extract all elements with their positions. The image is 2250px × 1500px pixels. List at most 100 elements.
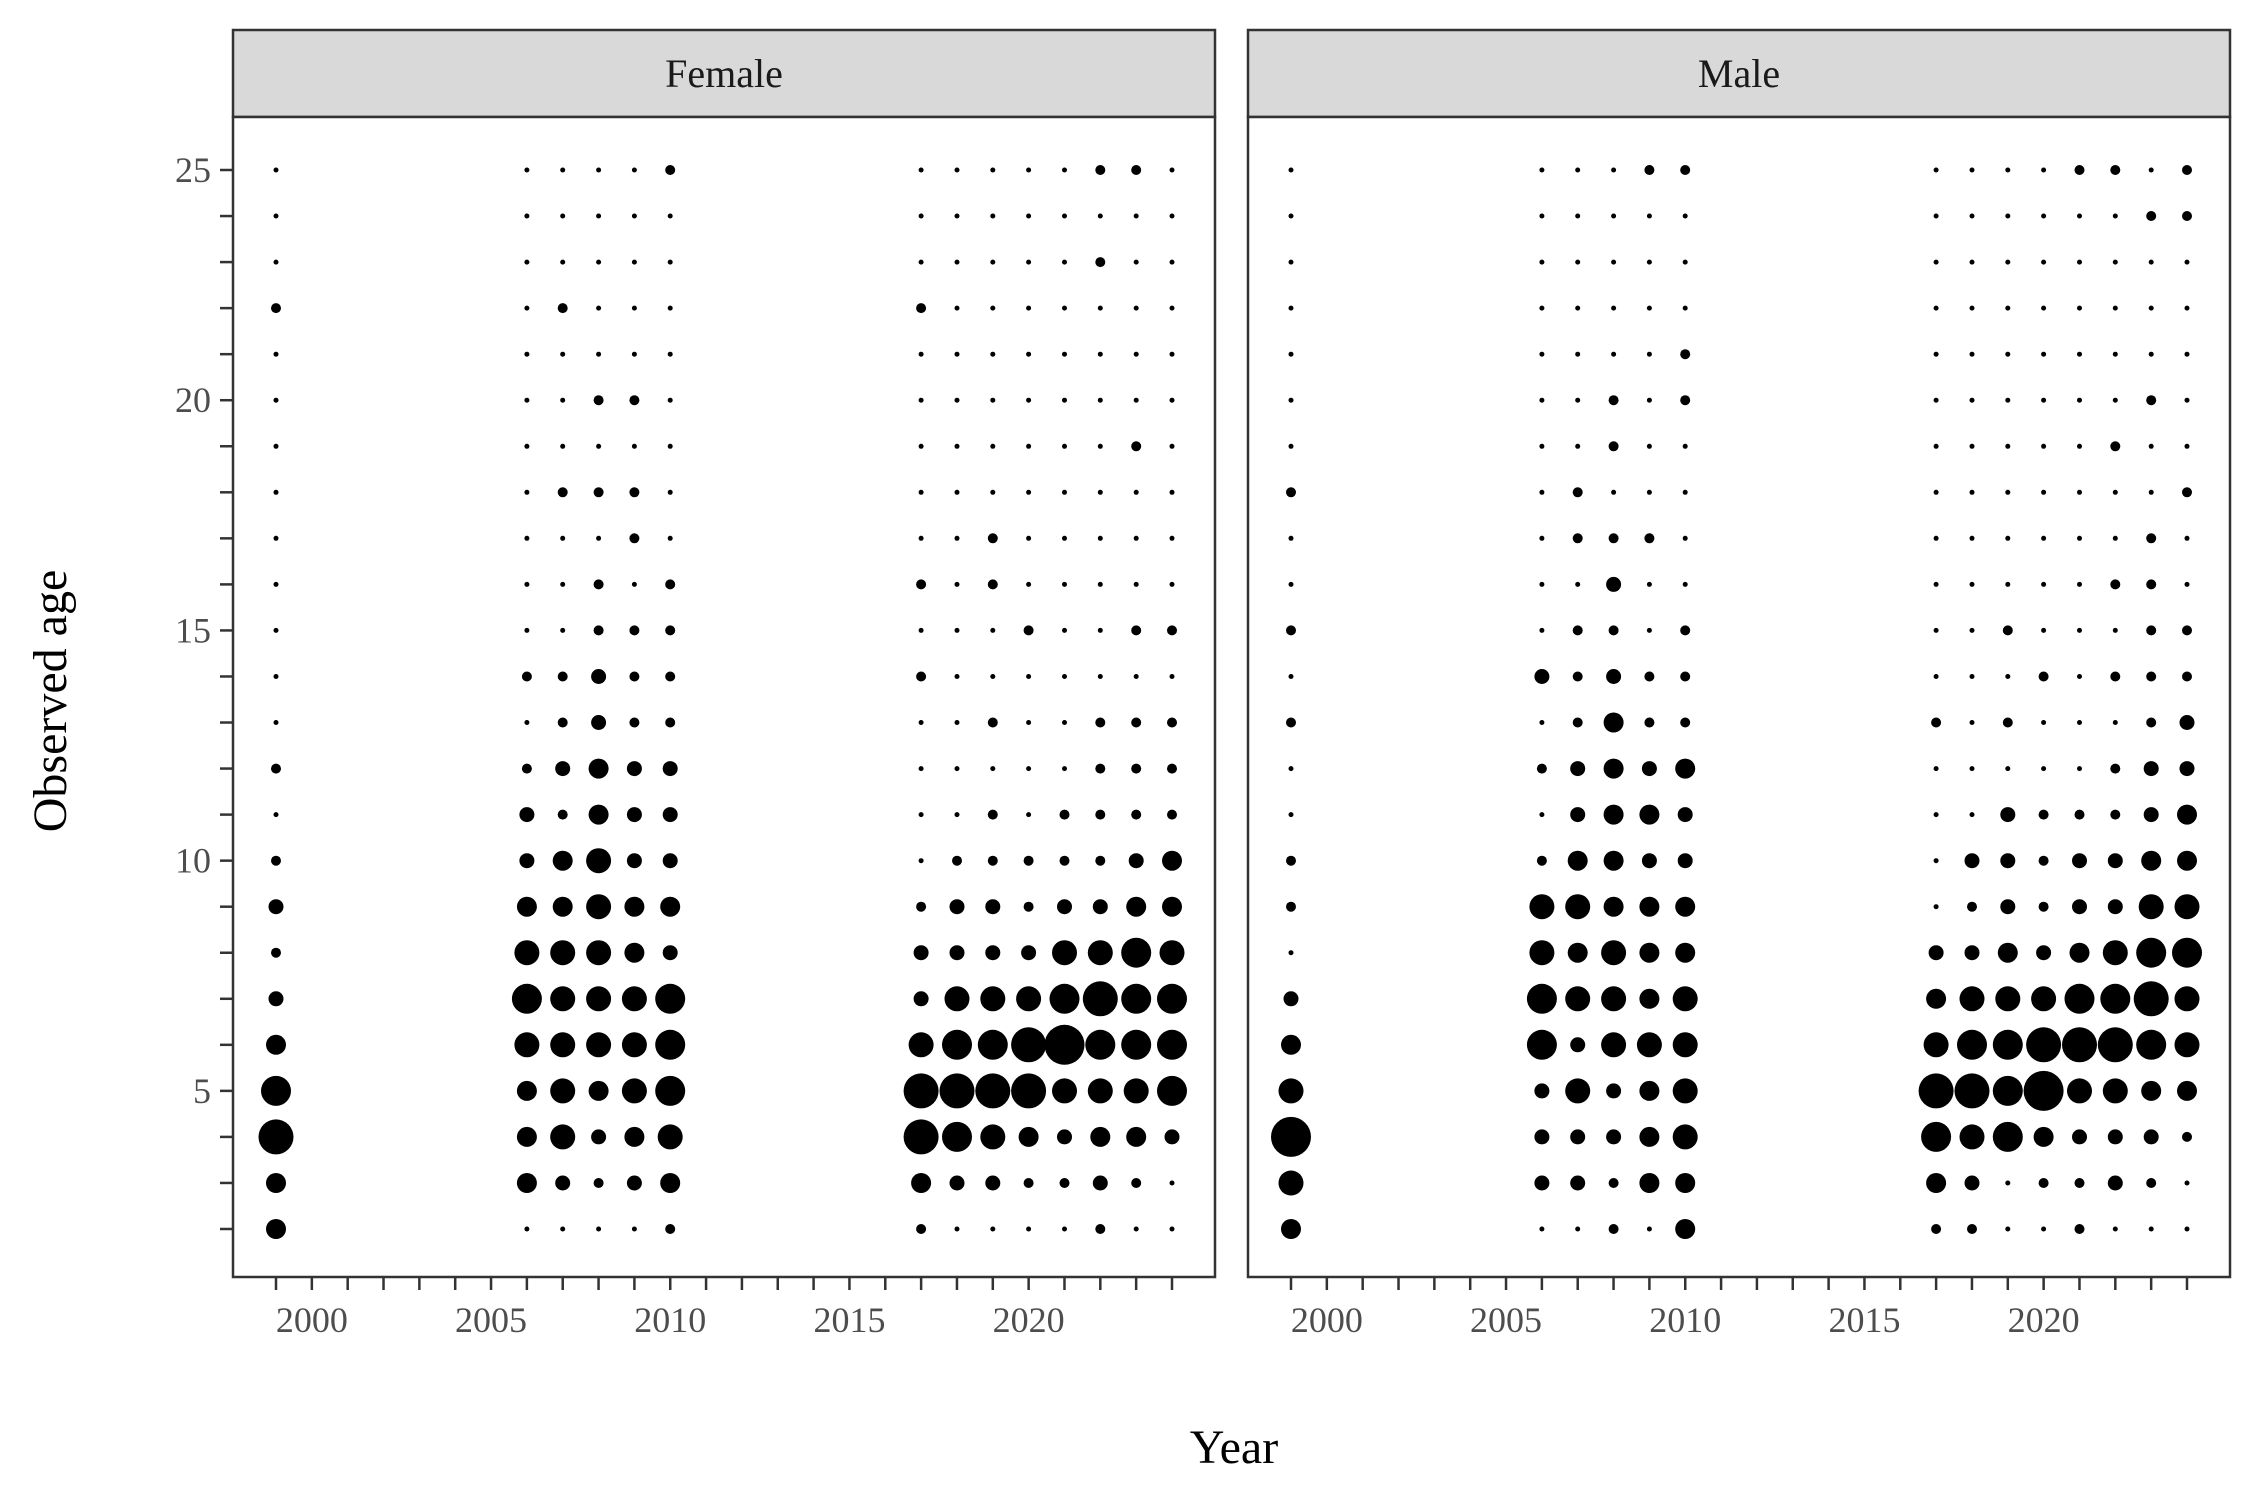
data-point bbox=[1131, 1178, 1142, 1188]
data-point bbox=[2136, 937, 2167, 968]
data-point bbox=[1672, 1124, 1698, 1150]
data-point bbox=[1611, 213, 1617, 219]
data-point bbox=[593, 1178, 604, 1188]
data-point bbox=[952, 855, 962, 866]
data-point bbox=[1057, 1129, 1072, 1145]
data-point bbox=[1026, 535, 1032, 541]
data-point bbox=[1539, 627, 1545, 633]
data-point bbox=[273, 720, 279, 725]
data-point bbox=[1023, 901, 1034, 912]
data-point bbox=[2069, 942, 2090, 963]
data-point bbox=[1131, 717, 1142, 728]
data-point bbox=[1288, 766, 1294, 772]
data-point bbox=[1933, 259, 1939, 265]
data-point bbox=[1572, 671, 1583, 682]
data-point bbox=[1133, 397, 1139, 403]
data-point bbox=[524, 581, 530, 587]
data-point bbox=[1062, 213, 1067, 219]
data-point bbox=[631, 1226, 637, 1232]
data-point bbox=[2112, 213, 2118, 219]
data-point bbox=[1044, 1024, 1085, 1065]
data-point bbox=[1026, 259, 1032, 265]
data-point bbox=[1288, 351, 1294, 357]
data-point bbox=[2005, 443, 2011, 449]
data-point bbox=[1169, 443, 1175, 449]
data-point bbox=[1969, 812, 1975, 818]
data-point bbox=[1539, 305, 1545, 311]
data-point bbox=[1933, 397, 1939, 403]
y-tick-label: 15 bbox=[175, 610, 211, 650]
data-point bbox=[2107, 1129, 2123, 1145]
data-point bbox=[1959, 1124, 1985, 1150]
data-point bbox=[2146, 579, 2157, 590]
data-point bbox=[2033, 1126, 2054, 1147]
data-point bbox=[624, 896, 645, 917]
data-point bbox=[1167, 809, 1177, 820]
data-point bbox=[1169, 167, 1175, 173]
data-point bbox=[2184, 535, 2190, 541]
data-point bbox=[1933, 581, 1939, 587]
data-point bbox=[273, 167, 279, 173]
data-point bbox=[631, 581, 637, 587]
data-point bbox=[560, 1226, 566, 1232]
data-point bbox=[1169, 259, 1175, 265]
data-point bbox=[273, 351, 279, 357]
data-point bbox=[1682, 535, 1688, 541]
data-point bbox=[2184, 1180, 2190, 1186]
data-point bbox=[1126, 1126, 1147, 1147]
data-point bbox=[560, 351, 566, 357]
data-point bbox=[1997, 942, 2018, 963]
data-point bbox=[621, 986, 647, 1012]
data-point bbox=[918, 213, 924, 219]
data-point bbox=[1639, 1126, 1660, 1147]
data-point bbox=[2102, 1078, 2128, 1104]
x-tick-label: 2015 bbox=[813, 1300, 885, 1340]
data-point bbox=[1539, 259, 1545, 265]
data-point bbox=[1575, 167, 1581, 173]
data-point bbox=[1169, 674, 1175, 679]
data-point bbox=[1639, 804, 1660, 825]
data-point bbox=[1646, 397, 1652, 403]
data-point bbox=[1095, 809, 1106, 820]
data-point bbox=[2026, 1027, 2062, 1063]
data-point bbox=[918, 489, 924, 495]
data-point bbox=[2041, 305, 2047, 311]
data-point bbox=[1572, 487, 1583, 498]
data-point bbox=[2077, 397, 2082, 403]
data-point bbox=[1639, 1080, 1660, 1101]
data-point bbox=[2005, 674, 2011, 679]
data-point bbox=[1539, 167, 1545, 173]
data-point bbox=[1133, 213, 1139, 219]
data-point bbox=[596, 1226, 602, 1232]
data-point bbox=[1570, 1037, 1586, 1053]
data-point bbox=[1646, 443, 1652, 449]
data-point bbox=[660, 896, 681, 917]
data-point bbox=[1682, 581, 1688, 587]
data-point bbox=[593, 487, 604, 498]
data-point bbox=[560, 259, 566, 265]
data-point bbox=[1675, 758, 1696, 779]
data-point bbox=[942, 1029, 972, 1060]
data-point bbox=[2184, 305, 2190, 311]
data-point bbox=[555, 761, 571, 777]
data-point bbox=[593, 579, 604, 590]
data-point bbox=[1062, 305, 1067, 311]
data-point bbox=[271, 855, 281, 866]
data-point bbox=[903, 1073, 939, 1109]
data-point bbox=[1608, 395, 1619, 406]
data-point bbox=[524, 443, 530, 449]
data-point bbox=[596, 305, 602, 311]
data-point bbox=[990, 766, 996, 772]
data-point bbox=[1639, 1173, 1660, 1193]
data-point bbox=[2074, 1178, 2085, 1188]
data-point bbox=[2110, 671, 2121, 682]
data-point bbox=[596, 213, 602, 219]
data-point bbox=[1603, 758, 1624, 779]
data-point bbox=[1923, 1032, 1949, 1058]
data-point bbox=[1606, 576, 1622, 592]
data-point bbox=[1933, 535, 1939, 541]
data-point bbox=[1933, 674, 1939, 679]
data-point bbox=[631, 259, 637, 265]
data-point bbox=[990, 167, 996, 173]
